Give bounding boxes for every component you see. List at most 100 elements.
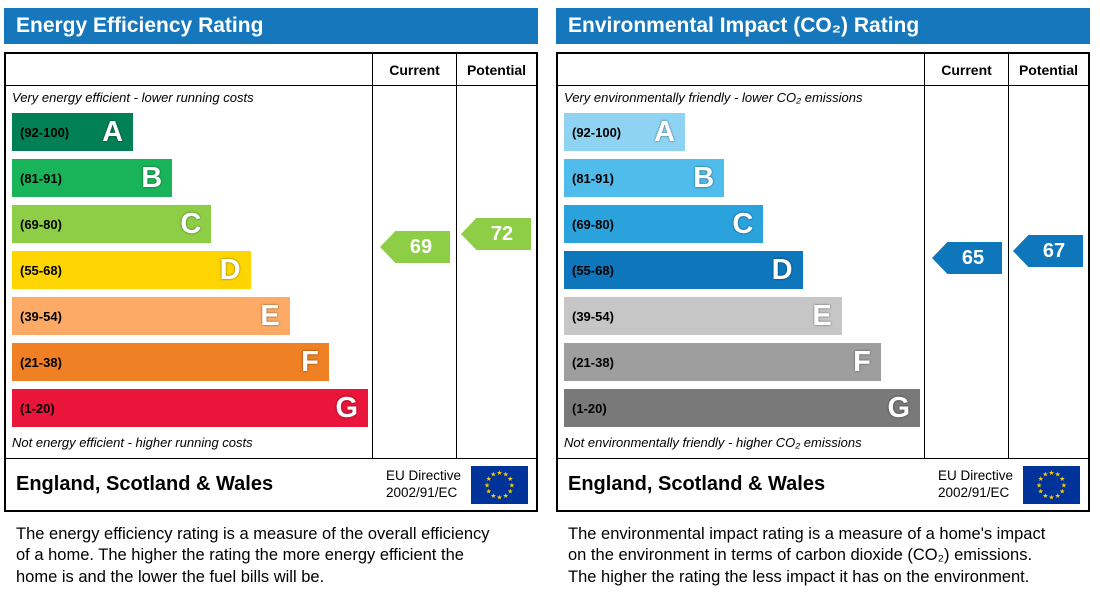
band-letter: E xyxy=(260,299,280,332)
band-row: (92-100) A xyxy=(564,109,920,155)
region-label: England, Scotland & Wales xyxy=(16,473,274,495)
svg-text:★: ★ xyxy=(1036,482,1042,489)
band-letter: G xyxy=(335,391,358,424)
band-letter: A xyxy=(654,115,676,148)
eu-directive-line1: EU Directive xyxy=(937,467,1013,483)
band-row: (21-38) F xyxy=(12,339,368,385)
band-letter: D xyxy=(219,253,241,286)
band-range: (69-80) xyxy=(572,216,614,232)
band-letter: F xyxy=(853,345,871,378)
panel-title: Energy Efficiency Rating xyxy=(16,14,264,37)
band-e: (39-54) E xyxy=(12,297,290,335)
band-row: (1-20) G xyxy=(12,385,368,431)
band-e: (39-54) E xyxy=(564,297,842,335)
svg-text:★: ★ xyxy=(1055,471,1061,478)
eu-directive-label: EU Directive 2002/91/EC xyxy=(938,468,1013,502)
eu-flag-icon: ★ ★★ ★★★ ★★★ ★★★ xyxy=(471,465,528,504)
band-a: (92-100) A xyxy=(12,113,134,151)
eu-flag-icon: ★ ★★ ★★★ ★★★ ★★★ xyxy=(1023,465,1080,504)
eu-directive-line2: 2002/91/EC xyxy=(385,484,458,500)
potential-rating-value: 67 xyxy=(1042,239,1066,262)
svg-text:★: ★ xyxy=(490,471,496,478)
band-letter: G xyxy=(887,391,910,424)
svg-text:★: ★ xyxy=(1055,493,1061,500)
rating-table: Current Potential Very energy efficient … xyxy=(4,52,538,512)
svg-text:★: ★ xyxy=(1049,470,1055,477)
band-range: (1-20) xyxy=(20,400,55,416)
svg-text:★: ★ xyxy=(1038,476,1044,483)
svg-text:★: ★ xyxy=(1059,476,1065,483)
band-letter: C xyxy=(732,207,754,240)
bands-area: Very environmentally friendly - lower CO… xyxy=(558,86,924,458)
band-d: (55-68) D xyxy=(12,251,251,289)
column-header-potential: Potential xyxy=(456,54,536,85)
panel-energy-efficiency: Energy Efficiency Rating Current Potenti… xyxy=(4,8,538,588)
description-text: The energy efficiency rating is a measur… xyxy=(16,525,490,586)
band-range: (39-54) xyxy=(572,308,614,324)
bottom-note: Not energy efficient - higher running co… xyxy=(12,435,253,450)
svg-text:★: ★ xyxy=(503,493,509,500)
svg-text:★: ★ xyxy=(1049,494,1055,501)
band-range: (92-100) xyxy=(572,124,622,140)
band-g: (1-20) G xyxy=(12,389,368,427)
band-b: (81-91) B xyxy=(12,159,173,197)
current-value-column: 65 xyxy=(924,86,1008,458)
description-text: The environmental impact rating is a mea… xyxy=(568,525,1046,586)
band-b: (81-91) B xyxy=(564,159,725,197)
header-spacer xyxy=(558,54,924,85)
current-value-column: 69 xyxy=(372,86,456,458)
svg-text:★: ★ xyxy=(507,488,513,495)
band-d: (55-68) D xyxy=(564,251,803,289)
svg-text:★: ★ xyxy=(1038,488,1044,495)
current-rating-value: 65 xyxy=(961,246,985,269)
current-rating-arrow: 65 xyxy=(932,242,1002,274)
svg-text:★: ★ xyxy=(507,476,513,483)
column-header-potential: Potential xyxy=(1008,54,1088,85)
band-range: (21-38) xyxy=(20,354,62,370)
band-letter: C xyxy=(180,207,202,240)
region-label: England, Scotland & Wales xyxy=(568,473,826,495)
band-letter: A xyxy=(102,115,124,148)
band-f: (21-38) F xyxy=(12,343,329,381)
bands-area: Very energy efficient - lower running co… xyxy=(6,86,372,458)
svg-text:★: ★ xyxy=(1042,471,1048,478)
band-g: (1-20) G xyxy=(564,389,920,427)
potential-rating-arrow: 67 xyxy=(1013,235,1083,267)
band-letter: B xyxy=(693,161,715,194)
header-spacer xyxy=(6,54,372,85)
potential-value-column: 67 xyxy=(1008,86,1088,458)
svg-text:★: ★ xyxy=(509,482,515,489)
svg-text:★: ★ xyxy=(1059,488,1065,495)
band-range: (69-80) xyxy=(20,216,62,232)
current-rating-arrow: 69 xyxy=(380,231,450,263)
band-c: (69-80) C xyxy=(12,205,212,243)
band-letter: D xyxy=(771,253,793,286)
svg-text:★: ★ xyxy=(497,470,503,477)
table-footer: England, Scotland & Wales EU Directive 2… xyxy=(6,458,536,510)
band-row: (81-91) B xyxy=(12,155,368,201)
rating-table: Current Potential Very environmentally f… xyxy=(556,52,1090,512)
band-range: (21-38) xyxy=(572,354,614,370)
band-letter: B xyxy=(141,161,163,194)
eu-directive-label: EU Directive 2002/91/EC xyxy=(386,468,461,502)
band-row: (69-80) C xyxy=(564,201,920,247)
band-letter: F xyxy=(301,345,319,378)
svg-text:★: ★ xyxy=(503,471,509,478)
band-range: (55-68) xyxy=(20,262,62,278)
band-row: (21-38) F xyxy=(564,339,920,385)
band-row: (92-100) A xyxy=(12,109,368,155)
potential-rating-value: 72 xyxy=(490,222,514,245)
band-row: (69-80) C xyxy=(12,201,368,247)
band-row: (81-91) B xyxy=(564,155,920,201)
eu-directive-line1: EU Directive xyxy=(385,467,461,483)
svg-text:★: ★ xyxy=(484,482,490,489)
potential-rating-arrow: 72 xyxy=(461,218,531,250)
epc-page: Energy Efficiency Rating Current Potenti… xyxy=(4,8,1090,588)
svg-text:★: ★ xyxy=(497,494,503,501)
band-row: (39-54) E xyxy=(12,293,368,339)
band-letter: E xyxy=(812,299,832,332)
band-row: (39-54) E xyxy=(564,293,920,339)
svg-text:★: ★ xyxy=(486,488,492,495)
band-row: (1-20) G xyxy=(564,385,920,431)
band-range: (81-91) xyxy=(20,170,62,186)
